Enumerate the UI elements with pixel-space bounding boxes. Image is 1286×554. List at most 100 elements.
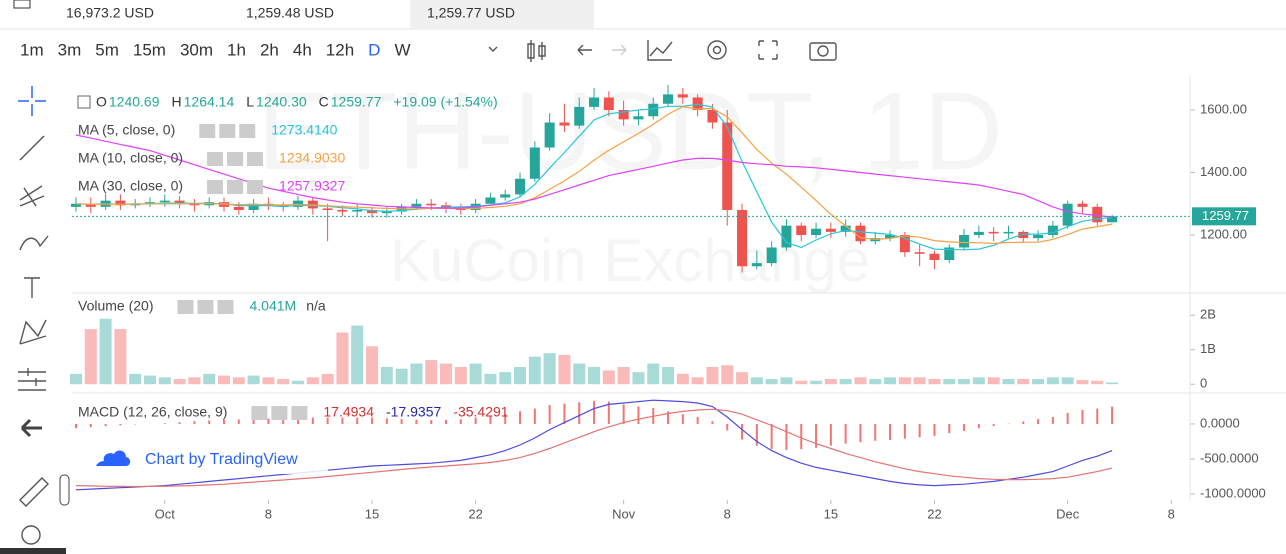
trendline-tool[interactable] xyxy=(19,135,45,161)
volume-bar xyxy=(218,375,231,385)
macd-histogram-bar xyxy=(341,417,344,424)
macd-histogram-bar xyxy=(1051,416,1054,424)
indicator-control[interactable] xyxy=(177,300,194,314)
candle-body xyxy=(529,147,540,179)
ohlc-legend: H xyxy=(172,94,182,110)
ohlc-legend: +19.09 (+1.54%) xyxy=(393,94,497,110)
interval-toolbar: 1m 3m 5m 15m 30m 1h 2h 4h 12h D W xyxy=(20,40,411,59)
volume-bar xyxy=(84,329,97,385)
ruler-tool[interactable] xyxy=(19,477,49,507)
interval-button[interactable]: W xyxy=(394,40,410,59)
volume-bar xyxy=(454,366,467,385)
back-tool[interactable] xyxy=(20,418,42,438)
candle-body xyxy=(589,97,600,107)
macd-histogram-bar xyxy=(829,423,832,446)
volume-bar xyxy=(129,373,142,385)
prediction-tool[interactable] xyxy=(18,368,46,391)
macd-histogram-bar xyxy=(696,416,699,424)
interval-button[interactable]: 4h xyxy=(293,40,312,59)
crosshair-tool[interactable] xyxy=(18,86,46,116)
credit[interactable]: Chart by TradingView xyxy=(145,451,298,468)
interval-button[interactable]: 1m xyxy=(20,40,44,59)
indicator-control[interactable] xyxy=(217,300,234,314)
indicator-control[interactable] xyxy=(291,406,308,420)
macd-histogram-bar xyxy=(178,422,181,424)
pattern-tool[interactable] xyxy=(19,319,47,345)
candle-body xyxy=(1003,231,1014,234)
redo-icon[interactable] xyxy=(612,44,627,56)
interval-button[interactable]: D xyxy=(368,40,380,59)
indicator-value: -17.9357 xyxy=(386,404,441,420)
macd-histogram-bar xyxy=(504,414,507,424)
macd-histogram-bar xyxy=(489,416,492,424)
indicator-control[interactable] xyxy=(199,124,216,138)
balance: 16,973.2 USD xyxy=(66,5,154,21)
volume-bar xyxy=(573,363,586,385)
macd-histogram-bar xyxy=(297,418,300,424)
indicator-control[interactable] xyxy=(251,406,268,420)
collapse-handle[interactable] xyxy=(59,474,70,506)
volume-bar xyxy=(647,363,660,385)
interval-button[interactable]: 30m xyxy=(180,40,213,59)
plot: 1600.00 1400.00 1200.00 2B 1B 0 0.0000 -500.000… xyxy=(69,85,1266,521)
undo-icon[interactable] xyxy=(577,44,592,56)
text-tool[interactable] xyxy=(24,277,40,298)
volume-bar xyxy=(972,377,985,385)
indicator-control[interactable] xyxy=(247,152,264,166)
x-tick-label: 8 xyxy=(1168,506,1175,521)
volume-bar xyxy=(499,372,512,385)
macd-histogram-bar xyxy=(741,423,744,440)
candle-body xyxy=(544,122,555,148)
volume-bar xyxy=(602,370,615,385)
indicators-icon[interactable] xyxy=(647,40,673,61)
volume-bar xyxy=(232,377,245,385)
fullscreen-icon[interactable] xyxy=(758,40,778,60)
y-tick-label: 1600.00 xyxy=(1200,101,1247,116)
interval-button[interactable]: 1h xyxy=(227,40,246,59)
zoom-tool[interactable] xyxy=(21,525,41,545)
candle-body xyxy=(70,203,81,207)
macd-histogram-bar xyxy=(1066,412,1069,424)
volume-bar xyxy=(884,377,897,385)
indicator-control[interactable] xyxy=(207,152,224,166)
candle-type-icon[interactable] xyxy=(527,40,546,62)
indicator-control[interactable] xyxy=(197,300,214,314)
volume-bar xyxy=(1002,379,1015,385)
x-tick-label: 8 xyxy=(265,506,272,521)
screenshot-icon[interactable] xyxy=(809,42,837,61)
dropdown-icon[interactable] xyxy=(488,46,498,52)
indicator-value: n/a xyxy=(306,298,326,314)
macd-histogram-bar xyxy=(563,403,566,424)
fib-tool[interactable] xyxy=(19,185,45,207)
indicator-control[interactable] xyxy=(239,124,256,138)
interval-button[interactable]: 15m xyxy=(133,40,166,59)
macd-histogram-bar xyxy=(445,419,448,424)
interval-button[interactable]: 5m xyxy=(95,40,119,59)
volume-bar xyxy=(588,366,601,385)
interval-button[interactable]: 3m xyxy=(58,40,82,59)
volume-bar xyxy=(380,366,393,385)
indicator-control[interactable] xyxy=(219,124,236,138)
volume-bar xyxy=(824,379,837,385)
settings-icon[interactable] xyxy=(707,40,727,60)
volume-bar xyxy=(144,375,157,385)
indicator-control[interactable] xyxy=(207,180,224,194)
macd-histogram-bar xyxy=(400,419,403,424)
indicator-control[interactable] xyxy=(227,152,244,166)
balance-highlight xyxy=(410,0,594,28)
indicator-control[interactable] xyxy=(271,406,288,420)
interval-button[interactable]: 12h xyxy=(326,40,354,59)
indicator-control[interactable] xyxy=(247,180,264,194)
volume-bar xyxy=(425,360,438,385)
macd-histogram-bar xyxy=(519,411,522,424)
macd-histogram-bar xyxy=(371,417,374,424)
brush-tool[interactable] xyxy=(19,235,49,251)
candle-body xyxy=(766,247,777,264)
macd-histogram-bar xyxy=(533,408,536,424)
moving-average-line xyxy=(75,105,1113,245)
volume-bar xyxy=(469,363,482,385)
indicator-control[interactable] xyxy=(227,180,244,194)
candle-body xyxy=(337,210,348,212)
interval-button[interactable]: 2h xyxy=(260,40,279,59)
